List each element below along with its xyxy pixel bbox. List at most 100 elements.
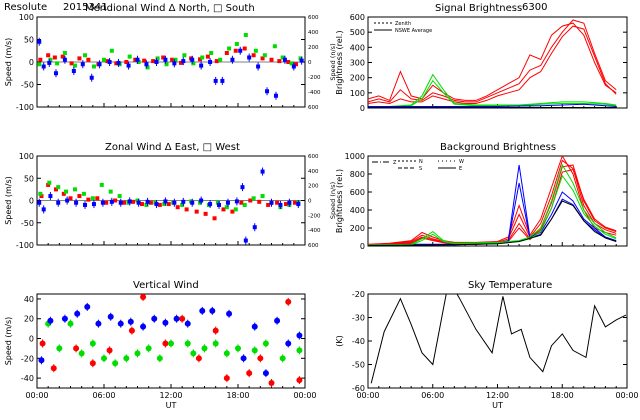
- signal-brightness-chart: Signal Brightness 0 100 200 300 400 500 600 Brig…: [335, 3, 628, 113]
- vertical-point-blue: [285, 340, 292, 347]
- zonal-point-green: [47, 180, 52, 185]
- background-ytick-label: 200: [350, 224, 365, 233]
- sky-ytick-label: -60: [352, 384, 365, 393]
- station-code: 2015341: [63, 2, 108, 13]
- meridional-point-red: [151, 59, 156, 64]
- sky-series-black-0: [370, 294, 627, 384]
- sky-ytick-label: -40: [352, 337, 365, 346]
- meridional-ytick-right-label: 0: [308, 60, 312, 66]
- zonal-point-blue: [48, 194, 53, 199]
- meridional-point-green: [182, 53, 187, 58]
- background-legend-label: E: [459, 166, 462, 172]
- zonal-ytick-right-label: 200: [308, 184, 319, 190]
- meridional-point-blue: [126, 63, 131, 68]
- zonal-ytick-right-label: -200: [308, 213, 321, 219]
- background-title: Background Brightness: [440, 142, 556, 153]
- zonal-point-red: [221, 207, 226, 212]
- vertical-point-green: [134, 350, 141, 357]
- meridional-ytick-label: -100: [16, 103, 34, 112]
- vertical-point-blue: [162, 319, 169, 326]
- zonal-ytick-label: 100: [19, 152, 34, 161]
- vertical-point-green: [212, 340, 219, 347]
- meridional-point-red: [38, 57, 43, 62]
- sky-ytick-label: -30: [352, 314, 365, 323]
- meridional-point-blue: [273, 93, 278, 98]
- signal-ytick-label: 0: [360, 104, 365, 113]
- zonal-point-red: [194, 209, 199, 214]
- meridional-point-green: [243, 33, 248, 37]
- meridional-ytick-right-label: 600: [308, 15, 319, 21]
- vertical-point-blue: [107, 313, 114, 320]
- background-ytick-label: 800: [350, 170, 365, 179]
- zonal-point-blue: [225, 200, 230, 205]
- zonal-point-red: [61, 191, 66, 196]
- zonal-point-blue: [252, 225, 257, 230]
- zonal-point-red: [203, 211, 208, 216]
- meridional-point-blue: [256, 64, 261, 69]
- vertical-point-red: [50, 365, 57, 372]
- meridional-point-blue: [62, 57, 67, 62]
- background-legend-label: S: [419, 166, 422, 172]
- vertical-point-green: [184, 340, 191, 347]
- zonal-point-blue: [145, 199, 150, 204]
- vertical-point-blue: [84, 303, 91, 310]
- vertical-point-green: [296, 347, 303, 354]
- signal-ytick-label: 200: [350, 74, 365, 83]
- vertical-point-blue: [127, 318, 134, 325]
- vertical-point-red: [162, 340, 169, 347]
- vertical-xtick-label: 00:00: [25, 391, 48, 400]
- signal-series-green-4: [368, 79, 617, 107]
- vertical-point-red: [195, 355, 202, 362]
- vertical-point-red: [128, 327, 135, 334]
- zonal-point-red: [77, 194, 82, 199]
- zonal-point-red: [257, 199, 262, 204]
- vertical-point-green: [112, 360, 119, 367]
- meridional-point-green: [145, 65, 150, 70]
- background-legend-label: W: [459, 159, 464, 165]
- zonal-point-red: [212, 216, 217, 221]
- zonal-wind-chart: Zonal Wind Δ East, □ West -100 -50 0 50 100 60…: [4, 142, 337, 250]
- zonal-point-blue: [243, 238, 248, 243]
- meridional-point-red: [224, 51, 229, 55]
- meridional-point-red: [286, 60, 291, 64]
- zonal-point-blue: [91, 202, 96, 207]
- zonal-point-red: [46, 182, 51, 187]
- sky-xtick-label: 18:00: [551, 391, 574, 400]
- meridional-ytick-label: 0: [29, 58, 34, 67]
- zonal-point-green: [215, 200, 220, 205]
- background-legend-label: N: [419, 159, 423, 165]
- vertical-point-blue: [226, 310, 233, 317]
- zonal-point-blue: [118, 200, 123, 205]
- zonal-point-green: [117, 194, 122, 199]
- meridional-point-green: [234, 42, 239, 46]
- meridional-point-green: [55, 61, 60, 66]
- signal-legend-label: Zenith: [395, 21, 411, 27]
- sky-ytick-label: -20: [352, 290, 365, 299]
- signal-ytick-label: 100: [350, 89, 365, 98]
- meridional-point-green: [62, 51, 67, 55]
- meridional-point-blue: [163, 57, 168, 62]
- zonal-point-red: [157, 202, 162, 207]
- meridional-title: Meridional Wind Δ North, □ South: [85, 3, 255, 14]
- zonal-point-blue: [127, 199, 132, 204]
- signal-series-blue-5: [368, 103, 617, 107]
- vertical-point-red: [223, 375, 230, 382]
- vertical-xtick-label: 00:00: [293, 391, 316, 400]
- meridional-point-red: [77, 56, 82, 61]
- meridional-point-red: [179, 60, 184, 65]
- signal-series-green-3: [368, 73, 617, 107]
- signal-data: [368, 19, 617, 108]
- vertical-xtick-label: 18:00: [226, 391, 249, 400]
- zonal-point-blue: [37, 200, 42, 205]
- vertical-point-blue: [262, 370, 269, 377]
- sky-xtick-label: 00:00: [615, 391, 638, 400]
- zonal-point-red: [39, 194, 44, 199]
- vertical-ytick-label: 20: [24, 315, 34, 324]
- meridional-point-red: [161, 55, 166, 60]
- meridional-point-green: [83, 53, 88, 58]
- meridional-wind-chart: Meridional Wind Δ North, □ South -100 -50 0…: [4, 3, 337, 112]
- zonal-point-red: [53, 187, 58, 192]
- zonal-point-blue: [172, 200, 177, 205]
- vertical-title: Vertical Wind: [133, 280, 199, 291]
- zonal-point-blue: [65, 198, 70, 203]
